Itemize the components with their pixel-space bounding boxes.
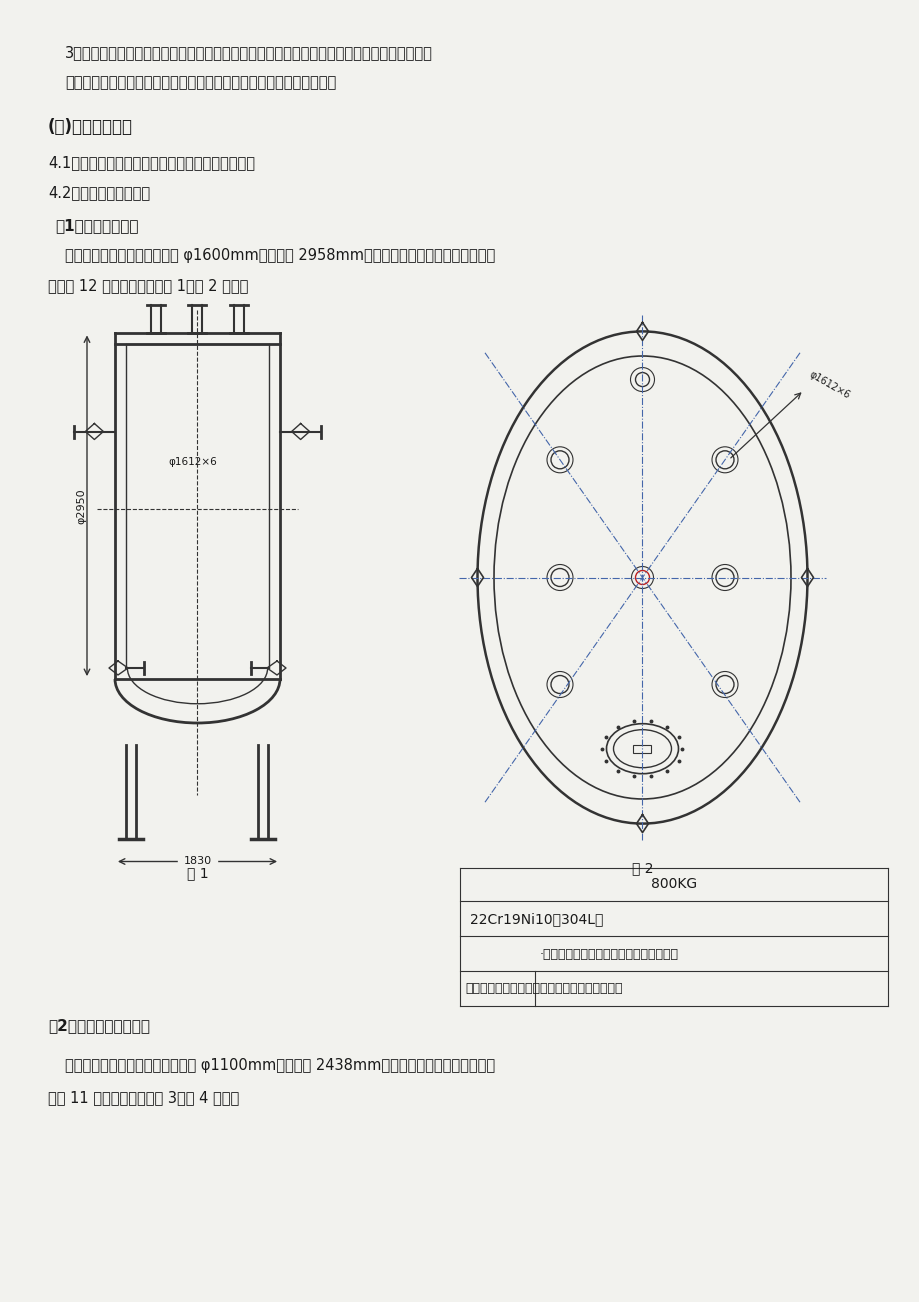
Text: 污废水等废液的安全暂存，并能将废液输送至废液解决中心进行解决。: 污废水等废液的安全暂存，并能将废液输送至废液解决中心进行解决。 (65, 76, 335, 90)
Text: 口等 11 个开口，构造如图 3、图 4 所示。: 口等 11 个开口，构造如图 3、图 4 所示。 (48, 1090, 239, 1105)
Text: 压缩废液收集槽为立式贮罐，内径 φ1100mm，总高度 2438mm，设立进出口、排气孔、仪表: 压缩废液收集槽为立式贮罐，内径 φ1100mm，总高度 2438mm，设立进出口… (65, 1059, 494, 1073)
Text: ·后涂覆盖防腐蚀环氧树脂涂层，避免物料: ·后涂覆盖防腐蚀环氧树脂涂层，避免物料 (539, 948, 678, 961)
Text: 22Cr19Ni10（304L）: 22Cr19Ni10（304L） (470, 911, 603, 926)
Text: 4.1、重要根据：《废液储存及排放系统工艺图》。: 4.1、重要根据：《废液储存及排放系统工艺图》。 (48, 155, 255, 171)
Text: 1830: 1830 (183, 857, 211, 867)
Text: φ2950: φ2950 (76, 488, 85, 523)
Text: 4.2、重要设备技术规定: 4.2、重要设备技术规定 (48, 185, 150, 201)
Text: 图 1: 图 1 (187, 866, 208, 880)
Text: 800KG: 800KG (651, 878, 697, 891)
Text: 废水收集槽为立式贮罐，内径 φ1600mm，总高度 2958mm，设立进出口、排气孔、仪表口、: 废水收集槽为立式贮罐，内径 φ1600mm，总高度 2958mm，设立进出口、排… (65, 247, 494, 263)
Text: (四)设备技术规定: (四)设备技术规定 (48, 118, 133, 135)
Text: 人孔等 12 个开口，构造如图 1、图 2 所示。: 人孔等 12 个开口，构造如图 1、图 2 所示。 (48, 279, 248, 293)
Bar (633, 745, 651, 753)
Text: φ1612×6: φ1612×6 (168, 457, 217, 466)
Text: 对罐体的腐蚀，外表面刷防锈漆避免大气腐蚀。: 对罐体的腐蚀，外表面刷防锈漆避免大气腐蚀。 (464, 983, 622, 996)
Text: φ1612×6: φ1612×6 (807, 370, 851, 401)
Text: （2）压缩废液收集槽：: （2）压缩废液收集槽： (48, 1018, 150, 1032)
Text: （1）废水收集槽：: （1）废水收集槽： (55, 217, 139, 233)
Text: 图 2: 图 2 (631, 861, 652, 875)
Text: 3、产品达到的规定：对压缩减容系统运营过程中产生废液、应急淋浴间排水以及设备、地面去: 3、产品达到的规定：对压缩减容系统运营过程中产生废液、应急淋浴间排水以及设备、地… (65, 46, 433, 60)
